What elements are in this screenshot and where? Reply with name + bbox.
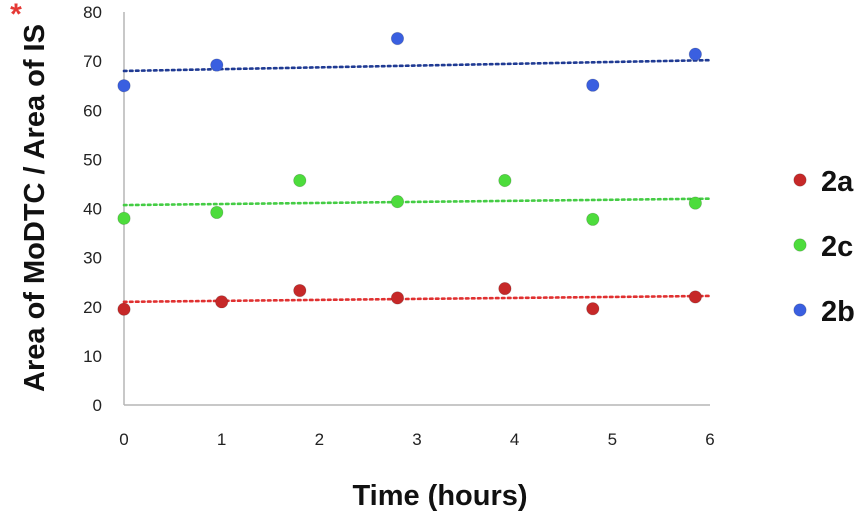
point-2c [498, 173, 512, 188]
y-tick-label: 30 [83, 249, 102, 268]
y-tick-label: 60 [83, 101, 102, 120]
point-2b [117, 79, 131, 93]
legend: 2a 2c 2b [793, 166, 855, 328]
point-2c [117, 211, 131, 225]
point-2a [293, 283, 307, 298]
point-2c [390, 195, 405, 209]
point-2b [688, 47, 702, 61]
point-2c [293, 173, 307, 188]
legend-label-2b: 2b [821, 296, 855, 328]
point-2c [210, 205, 224, 220]
tick-labels: 0 10 20 30 40 50 60 70 80 0 1 2 3 4 5 6 [83, 3, 715, 449]
point-2c [688, 196, 702, 210]
data-points [117, 31, 702, 316]
x-tick-label: 0 [119, 430, 128, 449]
y-axis-asterisk: * [10, 0, 22, 31]
point-2c [586, 212, 600, 226]
x-tick-label: 6 [705, 430, 714, 449]
axes [123, 12, 710, 406]
trendline-2c [122, 197, 712, 207]
point-2a [117, 302, 131, 316]
y-tick-label: 20 [83, 298, 102, 317]
point-2a [498, 281, 512, 296]
point-2a [215, 295, 229, 309]
legend-label-2a: 2a [821, 166, 854, 198]
legend-label-2c: 2c [821, 231, 853, 263]
x-tick-label: 1 [217, 430, 226, 449]
y-tick-label: 80 [83, 3, 102, 22]
x-axis-title: Time (hours) [352, 480, 527, 512]
point-2b [210, 58, 224, 72]
point-2a [688, 290, 702, 304]
y-tick-label: 0 [93, 396, 102, 415]
point-2a [586, 302, 600, 316]
x-tick-label: 4 [510, 430, 519, 449]
y-tick-label: 40 [83, 200, 102, 219]
trendlines [122, 58, 712, 304]
point-2b [586, 78, 600, 92]
y-tick-label: 70 [83, 52, 102, 71]
x-tick-label: 3 [412, 430, 421, 449]
point-2a [390, 291, 405, 305]
trendline-2b [122, 58, 712, 73]
y-axis-title: Area of MoDTC / Area of IS [19, 24, 51, 392]
x-tick-label: 5 [608, 430, 617, 449]
legend-marker-2c [793, 238, 807, 252]
y-tick-label: 10 [83, 347, 102, 366]
trendline-2a [122, 294, 712, 304]
y-tick-label: 50 [83, 150, 102, 169]
point-2b [390, 31, 405, 46]
x-tick-label: 2 [315, 430, 324, 449]
legend-marker-2a [793, 173, 807, 187]
legend-marker-2b [793, 303, 807, 317]
